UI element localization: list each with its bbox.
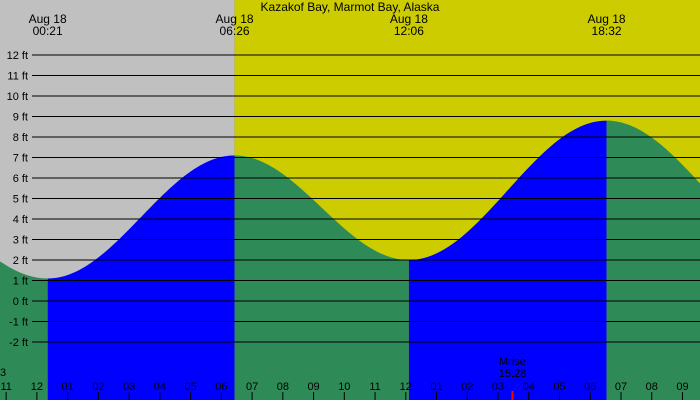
event-date-label: Aug 18 [29, 12, 67, 26]
x-tick-label: 10 [338, 381, 350, 393]
y-tick-label: 12 ft [7, 50, 28, 62]
x-tick-label: 08 [646, 381, 658, 393]
x-tick-label: 02 [461, 381, 473, 393]
event-date-label: Aug 18 [588, 12, 626, 26]
chart-title: Kazakof Bay, Marmot Bay, Alaska [261, 0, 440, 14]
event-time-label: 18:32 [592, 24, 622, 38]
y-tick-label: 0 ft [13, 296, 28, 308]
x-tick-label: 11 [0, 381, 11, 393]
x-tick-label: 07 [246, 381, 258, 393]
y-tick-label: -2 ft [9, 337, 28, 349]
rising-tide-area-1 [47, 155, 235, 400]
x-tick-label: 09 [307, 381, 319, 393]
x-tick-label: 11 [369, 381, 380, 393]
x-tick-label: 01 [430, 381, 442, 393]
y-tick-label: 1 ft [13, 276, 28, 288]
event-time-label: 06:26 [220, 24, 250, 38]
x-tick-label: 02 [92, 381, 104, 393]
x-tick-label: 08 [277, 381, 289, 393]
falling-tide-area-2 [234, 155, 409, 400]
falling-tide-area-0 [0, 261, 48, 400]
y-tick-label: 7 ft [13, 153, 28, 165]
x-tick-label: 03 [123, 381, 135, 393]
y-tick-label: -1 ft [9, 317, 28, 329]
y-tick-label: 10 ft [7, 91, 28, 103]
x-tick-label: 03 [492, 381, 504, 393]
x-tick-label: 04 [154, 381, 166, 393]
tide-area-layer [0, 120, 700, 400]
event-date-label: Aug 18 [216, 12, 254, 26]
y-tick-label: 3 ft [13, 235, 28, 247]
x-tick-label: 01 [62, 381, 74, 393]
left-edge-label: 3 [0, 367, 6, 379]
x-tick-label: 04 [523, 381, 535, 393]
x-tick-label: 05 [553, 381, 565, 393]
event-time-label: 12:06 [394, 24, 424, 38]
y-tick-label: 6 ft [13, 173, 28, 185]
moonrise-label: Mrise [499, 356, 526, 368]
x-tick-label: 12 [31, 381, 43, 393]
x-tick-label: 06 [215, 381, 227, 393]
label-layer: -2 ft -1 ft 0 ft 1 ft 2 ft 3 ft 4 ft 5 ft 6 ft 7 … [0, 12, 689, 393]
x-tick-label: 09 [676, 381, 688, 393]
x-tick-label: 06 [584, 381, 596, 393]
y-tick-label: 4 ft [13, 214, 28, 226]
y-tick-label: 11 ft [7, 71, 28, 83]
event-time-label: 00:21 [33, 24, 63, 38]
event-date-label: Aug 18 [390, 12, 428, 26]
y-tick-label: 5 ft [13, 194, 28, 206]
moonrise-time-label: 15:28 [499, 368, 527, 380]
y-tick-label: 2 ft [13, 255, 28, 267]
grid-layer [5, 54, 700, 400]
y-tick-label: 9 ft [13, 112, 28, 124]
y-tick-label: 8 ft [13, 132, 28, 144]
x-tick-label: 12 [400, 381, 412, 393]
x-tick-label: 07 [615, 381, 627, 393]
x-tick-label: 05 [184, 381, 196, 393]
